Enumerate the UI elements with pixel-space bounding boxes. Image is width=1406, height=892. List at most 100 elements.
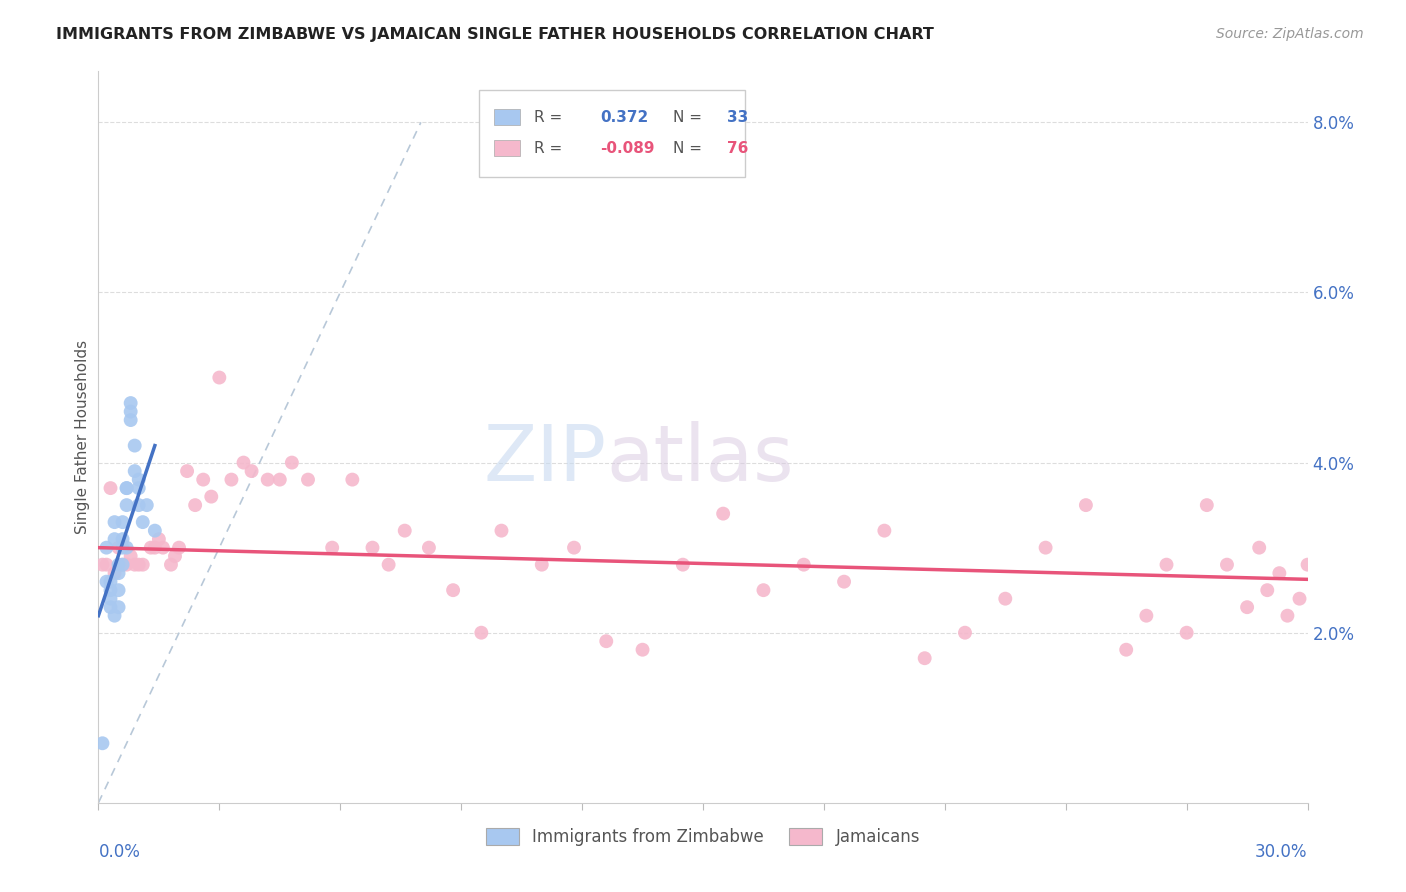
Point [160, 558, 183, 572]
Text: 76: 76 [727, 141, 748, 156]
Point [193, 473, 215, 487]
Point [103, 566, 125, 581]
Point [132, 558, 155, 572]
Point [184, 498, 207, 512]
Point [107, 583, 129, 598]
Point [103, 532, 125, 546]
Point [124, 464, 146, 478]
Point [256, 473, 278, 487]
Point [1156, 558, 1178, 572]
Point [1115, 642, 1137, 657]
Point [1324, 498, 1347, 512]
Point [1344, 600, 1367, 615]
Point [1256, 583, 1278, 598]
Point [143, 541, 166, 555]
Point [631, 642, 654, 657]
Point [128, 498, 150, 512]
Point [232, 456, 254, 470]
Point [1288, 591, 1310, 606]
Point [107, 541, 129, 555]
Point [321, 541, 343, 555]
Point [120, 549, 142, 563]
Point [793, 558, 815, 572]
Point [832, 574, 855, 589]
Text: atlas: atlas [606, 421, 794, 497]
Point [115, 558, 138, 572]
Point [111, 558, 134, 572]
Point [752, 583, 775, 598]
Point [1385, 634, 1406, 648]
Point [1236, 600, 1258, 615]
Point [111, 515, 134, 529]
Point [115, 481, 138, 495]
Point [120, 404, 142, 418]
Point [418, 541, 440, 555]
Point [115, 481, 138, 495]
Point [143, 524, 166, 538]
Point [1195, 498, 1218, 512]
Point [176, 464, 198, 478]
Point [100, 481, 122, 495]
Point [132, 515, 155, 529]
Point [269, 473, 291, 487]
Text: Source: ZipAtlas.com: Source: ZipAtlas.com [1216, 27, 1364, 41]
Point [711, 507, 734, 521]
Point [103, 515, 125, 529]
Point [128, 558, 150, 572]
Point [1216, 558, 1239, 572]
Point [200, 490, 222, 504]
Point [111, 558, 134, 572]
Point [1296, 558, 1319, 572]
Point [1337, 608, 1360, 623]
Point [953, 625, 976, 640]
Text: 0.372: 0.372 [600, 110, 648, 125]
Point [115, 541, 138, 555]
Point [377, 558, 399, 572]
Point [1175, 625, 1198, 640]
Text: N =: N = [672, 110, 702, 125]
Bar [479, 90, 745, 178]
Point [1357, 591, 1379, 606]
Bar [494, 140, 520, 156]
Point [111, 532, 134, 546]
Point [124, 439, 146, 453]
Point [100, 583, 122, 598]
Text: -0.089: -0.089 [600, 141, 655, 156]
Point [1249, 541, 1271, 555]
Point [167, 541, 190, 555]
Point [107, 558, 129, 572]
Text: IMMIGRANTS FROM ZIMBABWE VS JAMAICAN SINGLE FATHER HOUSEHOLDS CORRELATION CHART: IMMIGRANTS FROM ZIMBABWE VS JAMAICAN SIN… [56, 27, 934, 42]
Text: N =: N = [672, 141, 702, 156]
Text: 33: 33 [727, 110, 748, 125]
Point [128, 481, 150, 495]
Point [873, 524, 896, 538]
Text: ZIP: ZIP [484, 421, 606, 497]
Point [394, 524, 416, 538]
Point [115, 498, 138, 512]
Text: R =: R = [534, 110, 562, 125]
Point [1268, 566, 1291, 581]
Point [135, 498, 157, 512]
Point [111, 541, 134, 555]
Point [128, 473, 150, 487]
Point [1316, 583, 1339, 598]
Point [120, 396, 142, 410]
Point [148, 532, 170, 546]
Point [1277, 608, 1299, 623]
Point [1135, 608, 1157, 623]
Point [1376, 608, 1399, 623]
Point [100, 574, 122, 589]
Point [96, 574, 118, 589]
Point [139, 541, 162, 555]
Point [1305, 532, 1327, 546]
Point [1074, 498, 1097, 512]
Point [491, 524, 513, 538]
Point [107, 566, 129, 581]
Point [595, 634, 617, 648]
Point [91, 736, 114, 750]
Point [120, 413, 142, 427]
Point [1369, 625, 1392, 640]
Bar [494, 110, 520, 126]
Point [297, 473, 319, 487]
Text: 0.0%: 0.0% [98, 843, 141, 861]
